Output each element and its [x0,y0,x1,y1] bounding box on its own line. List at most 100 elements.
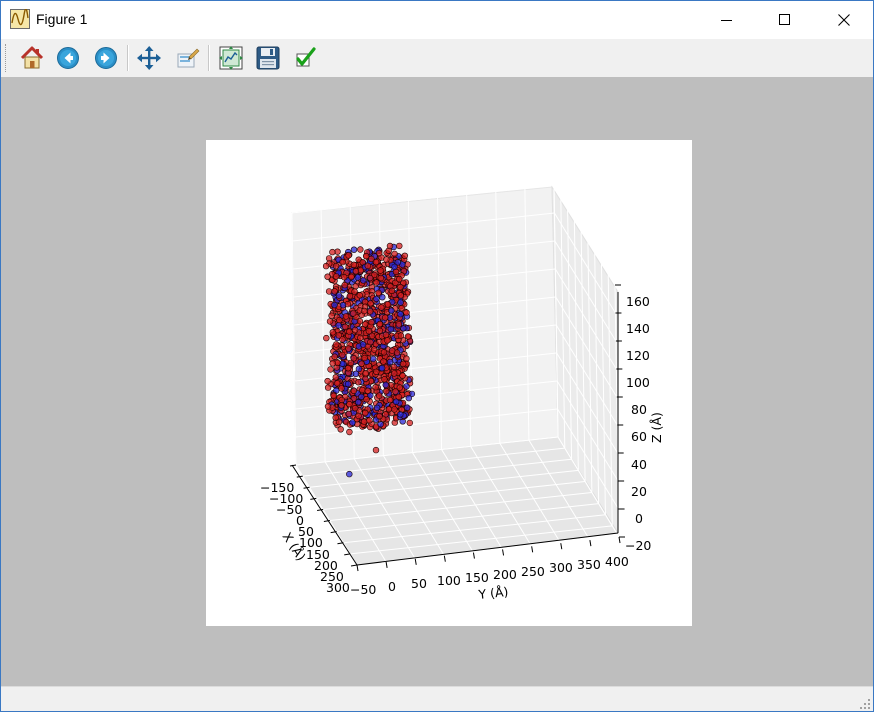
grid-line [580,229,586,482]
red-atom-point [395,321,403,328]
red-atom-point [361,354,368,362]
zoom-button[interactable] [172,43,202,73]
grid-line [470,446,533,547]
blue-atom-point [355,365,363,373]
grid-line [573,218,579,471]
red-atom-point [341,281,348,289]
home-button[interactable] [17,43,47,73]
maximize-button[interactable] [756,1,814,39]
red-atom-point [392,388,399,395]
blue-atom-point [397,310,404,318]
red-atom-point [345,252,352,259]
z-tick-label: 20 [631,484,647,499]
x-tick [317,508,324,511]
minimize-button[interactable] [698,1,756,39]
subplots-button[interactable] [216,43,246,73]
back-button[interactable] [53,43,83,73]
x-tick [337,542,344,545]
red-atom-point [384,301,392,308]
grid-line [499,442,562,544]
red-atom-point [397,283,404,291]
red-atom-point [352,268,360,275]
red-atom-point [332,341,340,348]
pan-button[interactable] [134,43,164,73]
red-atom-point [368,332,376,340]
save-button[interactable] [253,43,283,73]
app-icon [10,9,30,29]
x-tick-label: −150 [260,480,294,495]
blue-atom-point [346,470,353,478]
blue-atom-point [378,364,386,372]
red-atom-point [332,374,340,381]
red-atom-point [362,409,369,417]
red-atom-point [383,256,390,263]
blue-atom-point [392,398,400,405]
red-atom-point [373,279,380,286]
blue-atom-point [405,394,413,402]
y-tick [443,555,446,562]
y-tick-labels: −50 0 50 100 150 200 250 300 350 400 [350,554,629,597]
blue-atom-point [391,263,398,271]
status-bar [1,686,873,711]
red-atom-point [380,358,387,365]
toolbar-grip[interactable] [5,44,9,72]
z-tick-label: −20 [625,538,651,553]
grid-line [329,492,592,522]
x-tick [344,553,351,556]
red-atom-point [372,384,379,391]
red-atom-point [376,320,384,328]
customize-button[interactable] [290,43,320,73]
grid-line [557,408,619,510]
z-tick-label: 0 [635,511,643,526]
blue-atom-point [394,259,402,266]
grid-line [353,458,416,560]
red-atom-point [324,273,331,280]
blue-atom-point [359,341,367,348]
red-atom-point [350,355,358,362]
red-atom-point [352,283,359,290]
red-atom-point [357,334,364,342]
red-atom-point [355,412,362,420]
grid-line [587,240,593,493]
blue-atom-point [373,295,380,303]
blue-atom-point [387,325,395,333]
red-atom-point [338,402,345,409]
red-atom-point [338,385,345,392]
blue-atom-point [339,301,347,309]
red-atom-point [345,345,352,352]
y-tick [472,552,475,559]
close-button[interactable] [815,1,873,39]
zoom-rect-icon [177,48,200,68]
grid-line [309,458,572,488]
z-tick-label: 100 [626,375,650,390]
red-atom-point [358,360,365,367]
grid-line [557,436,620,538]
forward-button[interactable] [91,43,121,73]
toolbar-separator [208,45,210,71]
blue-atom-point [352,370,360,378]
red-atom-point [365,327,373,335]
scatter-3d-plot[interactable]: −150 −100 −50 0 50 100 150 200 250 300 X… [206,140,692,626]
resize-grip-icon[interactable] [859,698,871,710]
red-atom-point [339,258,346,266]
x-tick-label: 50 [298,524,314,539]
red-atom-point [376,413,383,420]
red-atom-point [350,310,357,317]
red-atom-point [327,366,334,373]
red-atom-point [355,379,362,386]
red-atom-point [351,288,358,295]
red-atom-point [364,262,372,270]
red-atom-point [350,387,358,395]
toolbar [1,39,873,77]
red-atom-point [350,261,358,269]
figure-canvas[interactable]: −150 −100 −50 0 50 100 150 200 250 300 X… [1,77,873,686]
title-bar[interactable]: Figure 1 [1,1,873,39]
red-atom-point [396,242,403,250]
z-tick-label: 60 [631,429,647,444]
grid-line [291,212,297,466]
grid-line [495,191,501,444]
red-atom-point [351,326,359,334]
blue-atom-point [335,322,342,329]
red-atom-point [334,380,341,387]
